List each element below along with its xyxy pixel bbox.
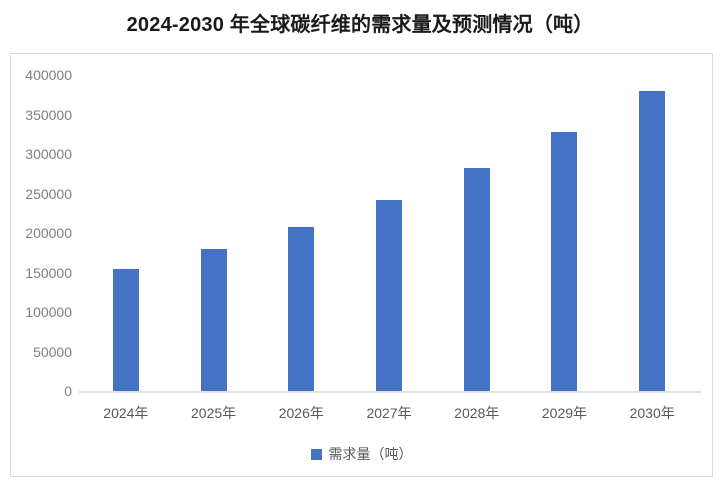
bar-slot: [433, 75, 521, 391]
legend-label: 需求量（吨）: [328, 446, 413, 462]
plot-area: [82, 75, 696, 391]
bar-slot: [521, 75, 609, 391]
y-tick-label: 0: [64, 383, 72, 399]
legend: 需求量（吨）: [11, 444, 712, 464]
y-axis-tick-labels: 400000 350000 300000 250000 200000 150000 1000…: [11, 54, 72, 414]
bar: [463, 168, 490, 391]
bar: [112, 268, 139, 391]
bar-slot: [608, 75, 696, 391]
y-tick-label: 400000: [25, 67, 72, 83]
chart-title: 2024-2030 年全球碳纤维的需求量及预测情况（吨）: [126, 14, 594, 36]
y-tick-label: 200000: [25, 225, 72, 241]
y-tick-label: 100000: [25, 304, 72, 320]
y-tick-label: 350000: [25, 106, 72, 123]
y-tick-label: 250000: [25, 185, 72, 202]
bar-slot: [257, 75, 345, 391]
x-axis-labels: 2024年 2025年 2026年 2027年 2028年 2029年 2030年: [82, 404, 696, 422]
x-tick-label: 2026年: [278, 405, 324, 421]
bar-slot: [345, 75, 433, 391]
bar: [288, 226, 315, 391]
bar: [639, 90, 666, 391]
bar: [376, 199, 403, 391]
bar-slot: [170, 75, 258, 391]
y-tick-label: 50000: [33, 343, 72, 360]
x-axis-line: [79, 391, 701, 393]
legend-color-swatch: [310, 448, 322, 460]
x-tick-label: 2027年: [366, 405, 412, 421]
x-tick-label: 2029年: [541, 405, 588, 421]
bar: [200, 248, 227, 391]
chart-area: 400000 350000 300000 250000 200000 150000 1000…: [10, 53, 713, 477]
y-tick-label: 150000: [25, 264, 72, 281]
x-tick-label: 2025年: [191, 405, 237, 421]
bar: [551, 131, 578, 391]
bar-slot: [82, 75, 170, 391]
x-tick-label: 2024年: [103, 405, 149, 421]
y-tick-label: 300000: [25, 146, 72, 162]
x-tick-label: 2030年: [629, 405, 675, 421]
x-tick-label: 2028年: [454, 405, 500, 421]
